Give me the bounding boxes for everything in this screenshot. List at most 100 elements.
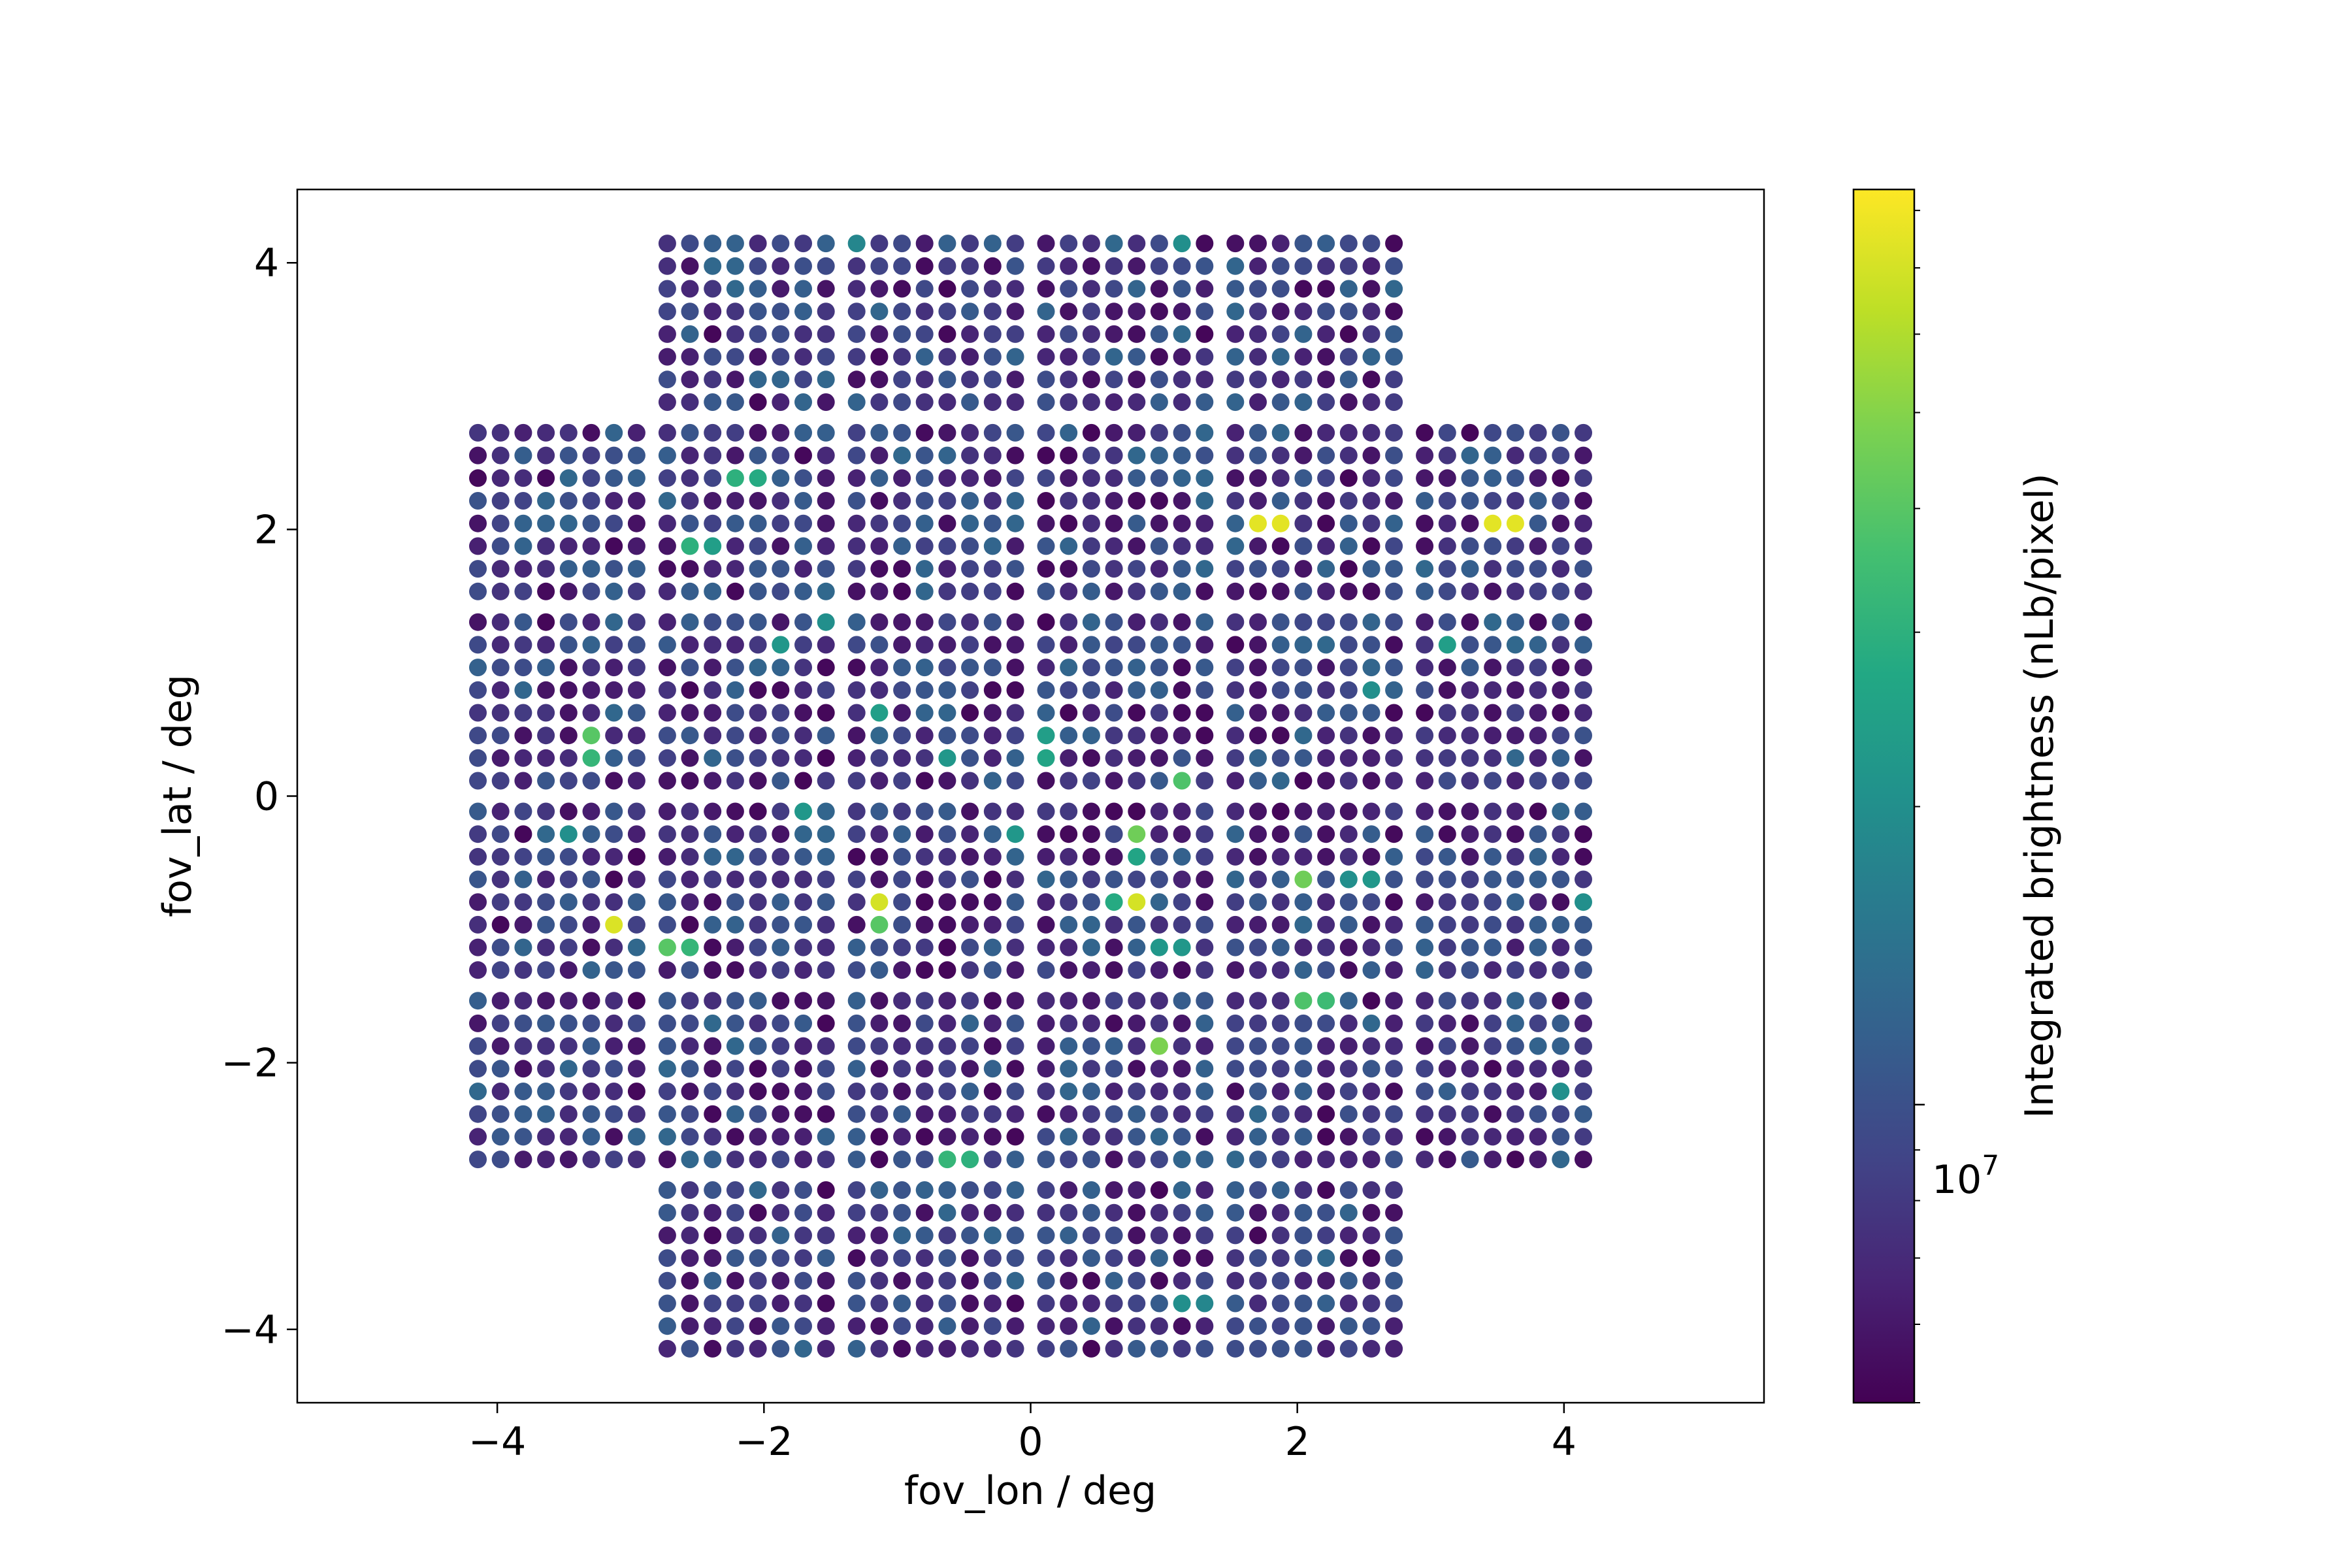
data-point bbox=[726, 681, 744, 699]
data-point bbox=[1082, 348, 1100, 366]
data-point bbox=[1037, 613, 1055, 631]
data-point bbox=[847, 257, 866, 275]
data-point bbox=[1249, 235, 1267, 253]
data-point bbox=[704, 423, 722, 442]
data-point bbox=[938, 1317, 956, 1335]
data-point bbox=[1128, 1317, 1146, 1335]
data-point bbox=[627, 1151, 645, 1169]
data-point bbox=[658, 636, 676, 654]
data-point bbox=[1173, 235, 1191, 253]
data-point bbox=[605, 1060, 623, 1078]
data-point bbox=[1339, 257, 1358, 275]
data-point bbox=[1552, 915, 1570, 934]
data-point bbox=[817, 1128, 835, 1146]
data-point bbox=[1385, 847, 1403, 866]
data-point bbox=[870, 992, 889, 1010]
data-point bbox=[847, 847, 866, 866]
data-point bbox=[1271, 1083, 1290, 1100]
data-point bbox=[1060, 446, 1078, 465]
data-point bbox=[1385, 514, 1403, 532]
data-point bbox=[961, 870, 979, 889]
data-point bbox=[794, 280, 812, 298]
data-point bbox=[627, 802, 645, 821]
data-point bbox=[938, 1294, 956, 1313]
data-point bbox=[469, 636, 487, 654]
data-point bbox=[1294, 1294, 1313, 1313]
data-point bbox=[1082, 636, 1100, 654]
data-point bbox=[537, 1128, 555, 1146]
data-point bbox=[794, 893, 812, 911]
data-point bbox=[1196, 1060, 1214, 1078]
data-point bbox=[794, 613, 812, 631]
data-point bbox=[847, 325, 866, 343]
data-point bbox=[870, 1203, 889, 1222]
data-point bbox=[658, 280, 676, 298]
data-point bbox=[893, 681, 911, 699]
data-point bbox=[961, 582, 979, 600]
data-point bbox=[915, 325, 934, 343]
data-point bbox=[1128, 423, 1146, 442]
data-point bbox=[1461, 727, 1479, 745]
data-point bbox=[794, 257, 812, 275]
data-point bbox=[627, 915, 645, 934]
data-point bbox=[772, 1181, 790, 1199]
data-point bbox=[847, 1294, 866, 1313]
data-point bbox=[983, 423, 1002, 442]
data-point bbox=[1385, 393, 1403, 411]
data-point bbox=[1385, 370, 1403, 389]
data-point bbox=[847, 1317, 866, 1335]
y-axis-label: fov_lat / deg bbox=[155, 674, 201, 917]
data-point bbox=[1271, 1294, 1290, 1313]
data-point bbox=[681, 1037, 699, 1055]
data-point bbox=[559, 1105, 578, 1123]
data-point bbox=[1362, 370, 1380, 389]
data-point bbox=[961, 325, 979, 343]
data-point bbox=[1385, 1226, 1403, 1245]
data-point bbox=[938, 1083, 956, 1100]
data-point bbox=[938, 1249, 956, 1267]
data-point bbox=[605, 727, 623, 745]
data-point bbox=[491, 749, 510, 767]
data-point bbox=[772, 280, 790, 298]
data-point bbox=[1339, 1226, 1358, 1245]
data-point bbox=[915, 915, 934, 934]
data-point bbox=[1006, 802, 1024, 821]
data-point bbox=[794, 348, 812, 366]
data-point bbox=[491, 802, 510, 821]
data-point bbox=[1339, 613, 1358, 631]
data-point bbox=[1294, 560, 1313, 578]
data-point bbox=[938, 992, 956, 1010]
data-point bbox=[938, 560, 956, 578]
data-point bbox=[1385, 1271, 1403, 1290]
data-point bbox=[1128, 749, 1146, 767]
data-point bbox=[772, 393, 790, 411]
data-point bbox=[1438, 992, 1456, 1010]
data-point bbox=[514, 1151, 532, 1169]
data-point bbox=[537, 1105, 555, 1123]
data-point bbox=[1173, 537, 1191, 555]
data-point bbox=[847, 825, 866, 843]
data-point bbox=[1226, 423, 1245, 442]
data-point bbox=[961, 446, 979, 465]
data-point bbox=[1271, 492, 1290, 510]
data-point bbox=[847, 1226, 866, 1245]
data-point bbox=[537, 870, 555, 889]
data-point bbox=[817, 825, 835, 843]
data-point bbox=[1249, 961, 1267, 979]
data-point bbox=[1150, 582, 1168, 600]
data-point bbox=[582, 1128, 600, 1146]
data-point bbox=[1249, 727, 1267, 745]
data-point bbox=[817, 992, 835, 1010]
data-point bbox=[1173, 1317, 1191, 1335]
data-point bbox=[537, 772, 555, 790]
data-point bbox=[582, 423, 600, 442]
data-point bbox=[627, 492, 645, 510]
data-point bbox=[627, 1105, 645, 1123]
data-point bbox=[1006, 1226, 1024, 1245]
data-point bbox=[704, 704, 722, 722]
data-point bbox=[1294, 514, 1313, 532]
data-point bbox=[1317, 1014, 1335, 1032]
data-point bbox=[1105, 393, 1123, 411]
data-point bbox=[491, 1037, 510, 1055]
